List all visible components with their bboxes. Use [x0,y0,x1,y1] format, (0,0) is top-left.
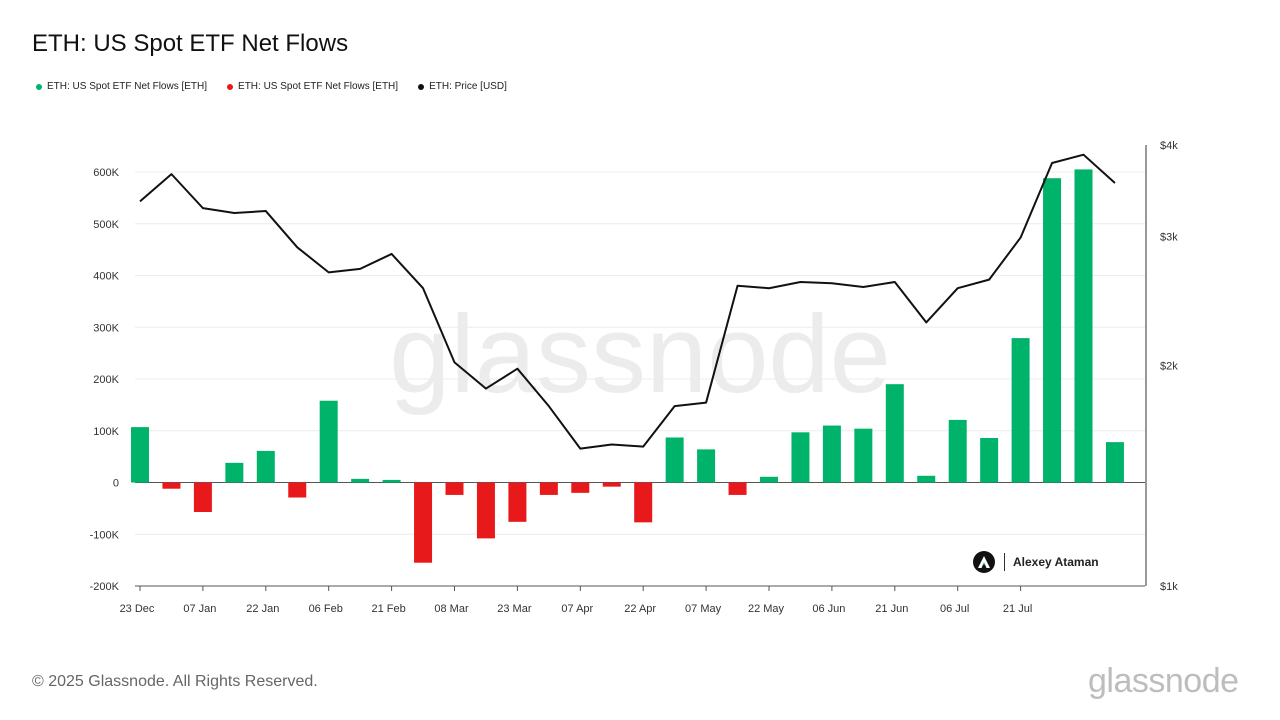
flow-bar[interactable] [728,482,747,495]
x-tick-label: 06 Jun [812,603,845,615]
x-tick-label: 06 Feb [309,603,343,615]
author-divider [1004,553,1005,571]
y-left-tick-label: 100K [93,426,119,438]
legend-dot-red [227,83,234,90]
glassnode-logo: glassnode [1088,662,1239,700]
flow-bar[interactable] [602,482,621,487]
author-logo-icon [973,551,995,573]
legend-item-outflows[interactable]: ETH: US Spot ETF Net Flows [ETH] [227,81,398,92]
y-left-tick-label: 300K [93,322,119,334]
x-tick-label: 21 Jul [1003,603,1032,615]
flow-bar[interactable] [445,482,464,495]
author-badge: Alexey Ataman [973,550,1099,574]
flow-bar[interactable] [980,437,999,483]
flow-bar[interactable] [1011,338,1030,483]
flow-bar[interactable] [791,432,810,483]
flow-bar[interactable] [760,476,778,483]
flow-bar[interactable] [665,437,684,483]
x-tick-label: 23 Dec [120,603,155,615]
flow-bar[interactable] [256,450,275,483]
y-right-tick-label: $3k [1160,232,1178,244]
axes: -200K -100K 0 100K 200K 300K 400K 500K 600K $1k $2… [90,140,1179,615]
author-name: Alexey Ataman [1013,555,1099,569]
x-tick-label: 08 Mar [434,603,469,615]
flow-bar[interactable] [476,482,495,539]
legend-dot-black [418,83,425,90]
y-left-tick-label: 600K [93,167,119,179]
flow-bar[interactable] [1074,169,1093,483]
flow-bar[interactable] [1043,178,1062,483]
x-tick-label: 21 Jun [875,603,908,615]
legend-dot-green [36,83,42,90]
legend: ETH: US Spot ETF Net Flows [ETH] ETH: US… [36,81,507,92]
y-right-tick-label: $1k [1160,581,1178,593]
price-line [139,153,1116,450]
flow-bar[interactable] [288,482,307,498]
flow-bar[interactable] [382,479,401,483]
flow-bar[interactable] [697,449,716,483]
x-tick-label: 22 Jan [246,603,279,615]
legend-item-price[interactable]: ETH: Price [USD] [418,81,507,92]
y-left-tick-label: -100K [90,529,120,541]
flow-bar[interactable] [571,482,590,493]
x-tick-label: 07 May [685,603,722,615]
y-left-tick-label: 500K [93,219,119,231]
x-tick-label: 21 Feb [371,603,405,615]
y-left-tick-label: 200K [93,374,119,386]
x-tick-label: 22 May [748,603,785,615]
legend-label: ETH: US Spot ETF Net Flows [ETH] [238,81,399,92]
flow-bar[interactable] [414,482,433,563]
legend-label: ETH: US Spot ETF Net Flows [ETH] [47,81,208,92]
y-right-tick-label: $2k [1160,361,1178,373]
flow-bar[interactable] [539,482,558,495]
flow-bar[interactable] [822,425,841,483]
legend-label: ETH: Price [USD] [429,81,507,92]
x-tick-label: 07 Apr [561,603,593,615]
flow-bar[interactable] [131,427,149,483]
flow-bar[interactable] [193,482,212,512]
y-left-tick-label: 400K [93,271,119,283]
flow-bar[interactable] [885,384,904,483]
y-right-tick-label: $4k [1160,140,1178,152]
price-series-line[interactable] [139,153,1116,450]
flow-bar[interactable] [1105,442,1124,483]
flow-bar[interactable] [162,482,181,489]
bars [131,169,1124,563]
flow-bar[interactable] [854,428,873,483]
y-left-tick-label: -200K [90,581,120,593]
x-tick-label: 22 Apr [624,603,656,615]
flow-bar[interactable] [508,482,527,522]
flow-bar[interactable] [225,462,244,483]
flow-bar[interactable] [917,475,936,483]
flow-bar[interactable] [634,482,653,523]
x-tick-label: 07 Jan [183,603,216,615]
legend-item-inflows[interactable]: ETH: US Spot ETF Net Flows [ETH] [36,81,207,92]
watermark-text: glassnode [389,293,891,416]
x-tick-label: 06 Jul [940,603,969,615]
x-tick-label: 23 Mar [497,603,532,615]
y-left-tick-label: 0 [113,478,119,490]
chart-title: ETH: US Spot ETF Net Flows [32,30,349,57]
copyright-footer: © 2025 Glassnode. All Rights Reserved. [32,673,318,690]
flow-bar[interactable] [319,400,338,483]
flow-bar[interactable] [351,478,370,483]
flow-bar[interactable] [948,419,967,483]
